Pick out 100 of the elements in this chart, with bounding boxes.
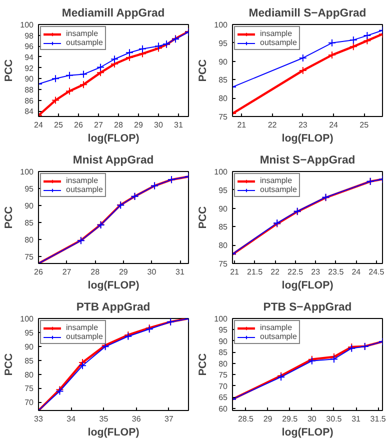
y-tick-label: 80 (218, 94, 228, 104)
y-tick-label: 75 (218, 112, 228, 122)
x-tick-label: 23.5 (328, 268, 344, 276)
x-axis-title: log(FLOP) (88, 132, 140, 144)
x-tick-label: 29.5 (282, 414, 298, 424)
x-tick-label: 24 (352, 268, 362, 276)
x-tick-label: 28 (90, 268, 100, 276)
x-tick-label: 37 (164, 414, 174, 424)
y-tick-label: 90 (218, 204, 228, 214)
y-tick-label: 80 (24, 370, 34, 380)
x-tick-label: 27 (94, 120, 104, 130)
legend-label: insample (66, 29, 98, 38)
chart-title: Mnist S−AppGrad (260, 154, 356, 166)
x-tick-label: 34 (66, 414, 76, 424)
legend-label: insample (260, 323, 292, 332)
legend-label: outsample (260, 332, 297, 341)
y-tick-label: 70 (218, 382, 228, 391)
y-tick-label: 85 (218, 76, 228, 85)
y-tick-label: 80 (24, 236, 34, 245)
x-axis-title: log(FLOP) (282, 132, 334, 144)
y-tick-label: 100 (20, 20, 34, 30)
y-tick-label: 75 (24, 384, 34, 394)
y-tick-label: 90 (24, 342, 34, 352)
y-tick-label: 100 (214, 168, 228, 176)
x-tick-label: 26 (74, 120, 84, 130)
y-tick-label: 90 (24, 74, 34, 84)
y-tick-label: 100 (20, 168, 34, 176)
y-tick-label: 65 (218, 393, 228, 402)
x-axis-title: log(FLOP) (88, 280, 140, 292)
x-tick-label: 31 (174, 120, 184, 130)
y-axis-title: PCC (197, 206, 210, 229)
y-tick-label: 90 (218, 336, 228, 346)
x-tick-label: 21 (237, 120, 247, 130)
x-tick-label: 29 (263, 414, 273, 424)
y-tick-label: 75 (218, 260, 228, 268)
x-tick-label: 30 (307, 414, 317, 424)
legend-label: insample (66, 323, 98, 332)
y-tick-label: 88 (24, 85, 34, 94)
x-tick-label: 29 (134, 120, 144, 130)
chart-title: PTB AppGrad (76, 302, 150, 314)
y-tick-label: 95 (218, 326, 228, 335)
legend-label: outsample (260, 185, 297, 194)
y-tick-label: 85 (218, 348, 228, 358)
x-tick-label: 31 (352, 414, 362, 424)
y-tick-label: 80 (218, 359, 228, 368)
x-tick-label: 26 (34, 268, 44, 276)
chart-title: Mnist AppGrad (72, 154, 154, 166)
x-tick-label: 23 (311, 268, 321, 276)
y-axis-title: PCC (197, 58, 210, 82)
x-tick-label: 21 (230, 268, 240, 276)
x-tick-label: 31.5 (370, 414, 386, 424)
legend-label: outsample (66, 332, 103, 341)
y-axis-title: PCC (3, 206, 16, 229)
y-axis-title: PCC (3, 352, 16, 376)
legend-label: outsample (260, 38, 297, 47)
x-tick-label: 36 (132, 414, 142, 424)
y-tick-label: 75 (24, 252, 34, 262)
y-tick-label: 85 (24, 218, 34, 228)
y-tick-label: 100 (214, 314, 228, 324)
y-tick-label: 95 (218, 38, 228, 48)
x-axis-title: log(FLOP) (282, 426, 334, 438)
x-axis-title: log(FLOP) (88, 426, 140, 438)
x-tick-label: 33 (34, 414, 44, 424)
chart-title: PTB S−AppGrad (263, 302, 352, 314)
y-tick-label: 100 (214, 20, 228, 30)
y-tick-label: 95 (218, 186, 228, 195)
legend-label: outsample (66, 185, 103, 194)
y-tick-label: 85 (24, 356, 34, 366)
x-tick-label: 30 (154, 120, 164, 130)
x-tick-label: 31 (176, 268, 186, 276)
chart-title: Mediamill AppGrad (62, 8, 165, 20)
chart-title: Mediamill S−AppGrad (248, 8, 366, 20)
legend-label: outsample (66, 38, 103, 47)
x-tick-label: 24 (329, 120, 339, 130)
y-tick-label: 98 (24, 31, 34, 40)
x-tick-label: 28 (114, 120, 124, 130)
x-tick-label: 23 (298, 120, 308, 130)
y-tick-label: 95 (24, 328, 34, 338)
y-tick-label: 60 (218, 404, 228, 414)
y-tick-label: 84 (24, 107, 34, 116)
y-tick-label: 95 (24, 184, 34, 194)
y-tick-label: 85 (218, 222, 228, 232)
y-tick-label: 86 (24, 96, 34, 106)
legend-label: insample (66, 176, 98, 185)
legend-label: insample (260, 176, 292, 185)
y-tick-label: 100 (20, 314, 34, 324)
x-tick-label: 22 (270, 268, 280, 276)
y-tick-label: 96 (24, 42, 34, 52)
x-axis-title: log(FLOP) (282, 280, 334, 292)
x-tick-label: 30 (147, 268, 157, 276)
x-tick-label: 22.5 (288, 268, 304, 276)
y-tick-label: 92 (24, 64, 34, 73)
x-tick-label: 21.5 (247, 268, 264, 276)
legend-label: insample (260, 29, 292, 38)
x-tick-label: 30.5 (326, 414, 342, 424)
y-tick-label: 75 (218, 370, 228, 380)
x-tick-label: 29 (118, 268, 128, 276)
x-tick-label: 35 (99, 414, 109, 424)
x-tick-label: 25 (360, 120, 370, 130)
x-tick-label: 22 (268, 120, 278, 130)
